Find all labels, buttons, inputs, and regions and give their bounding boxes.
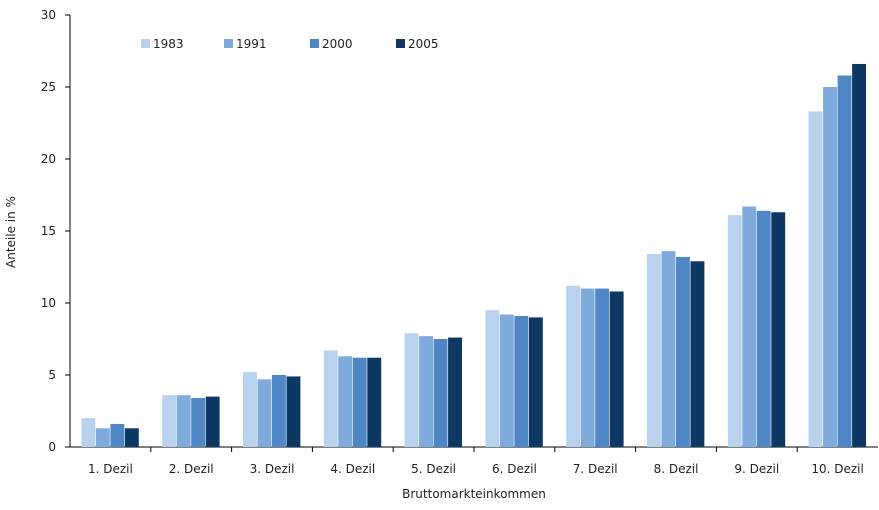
- bar-2000-8: [676, 256, 690, 447]
- legend-swatch-1983: [141, 39, 150, 48]
- bar-2000-2: [191, 398, 206, 447]
- y-tick-label: 15: [41, 224, 56, 238]
- bar-2000-3: [272, 375, 286, 447]
- x-tick-label: 4. Dezil: [330, 462, 375, 476]
- bar-2000-7: [595, 288, 610, 447]
- bar-1983-7: [566, 285, 581, 447]
- bar-1991-2: [176, 395, 191, 447]
- bar-2005-2: [205, 396, 220, 447]
- x-tick-label: 2. Dezil: [169, 462, 214, 476]
- bar-2000-5: [433, 339, 448, 447]
- legend: 1983 1991 2000 2005: [141, 37, 439, 51]
- bar-2005-5: [448, 337, 462, 447]
- bar-1983-8: [647, 254, 661, 447]
- bar-1983-9: [727, 215, 742, 447]
- legend-swatch-2000: [310, 39, 319, 48]
- bar-marks: [81, 63, 866, 448]
- bar-1991-7: [580, 288, 595, 447]
- y-axis-title: Anteile in %: [4, 196, 18, 268]
- legend-label-2000: 2000: [322, 37, 353, 51]
- legend-swatch-2005: [396, 39, 405, 48]
- bar-2005-6: [528, 317, 543, 447]
- x-tick-label: 3. Dezil: [250, 462, 295, 476]
- y-tick-label: 20: [41, 152, 56, 166]
- x-axis-title: Bruttomarkteinkommen: [402, 487, 546, 501]
- bar-1991-8: [661, 251, 676, 447]
- bar-1983-6: [485, 310, 500, 447]
- y-tick-label: 10: [41, 296, 56, 310]
- x-tick-label: 7. Dezil: [573, 462, 618, 476]
- bar-2005-10: [852, 63, 866, 448]
- y-tick-label: 30: [41, 8, 56, 22]
- bar-1991-1: [95, 428, 110, 447]
- bar-1983-4: [323, 350, 338, 447]
- y-axis-ticks: 0 5 10 15 20 25 30: [41, 8, 70, 454]
- bar-2000-9: [756, 210, 771, 447]
- x-tick-label: 5. Dezil: [411, 462, 456, 476]
- bar-2000-6: [514, 315, 529, 447]
- bar-1991-6: [499, 314, 514, 447]
- bar-2005-7: [609, 291, 624, 447]
- x-tick-label: 10. Dezil: [811, 462, 864, 476]
- legend-swatch-1991: [224, 39, 233, 48]
- bar-2000-1: [110, 423, 125, 447]
- x-tick-label: 8. Dezil: [654, 462, 699, 476]
- bar-1991-10: [823, 87, 837, 447]
- x-tick-label: 9. Dezil: [734, 462, 779, 476]
- plot-area: 0 5 10 15 20 25 30 1. Dezil 2. Dezil 3. Dezil 4. …: [41, 8, 878, 476]
- y-tick-label: 5: [48, 368, 56, 382]
- bar-1983-3: [243, 372, 257, 447]
- y-tick-label: 25: [41, 80, 56, 94]
- x-tick-label: 6. Dezil: [492, 462, 537, 476]
- bar-2005-8: [690, 261, 705, 447]
- legend-label-1983: 1983: [153, 37, 184, 51]
- bar-1991-5: [419, 336, 433, 447]
- bar-2005-4: [367, 357, 382, 447]
- legend-label-2005: 2005: [408, 37, 439, 51]
- bar-2005-9: [771, 212, 786, 447]
- bar-1991-9: [742, 206, 757, 447]
- bar-1991-3: [257, 379, 272, 447]
- y-tick-label: 0: [48, 440, 56, 454]
- bar-2000-4: [352, 357, 367, 447]
- bar-1983-1: [81, 418, 96, 447]
- bar-1983-10: [808, 111, 823, 447]
- x-axis-ticks: 1. Dezil 2. Dezil 3. Dezil 4. Dezil 5. Dezil…: [88, 447, 864, 476]
- legend-label-1991: 1991: [236, 37, 267, 51]
- bar-1983-2: [162, 395, 177, 447]
- bar-1983-5: [404, 333, 419, 447]
- bar-1991-4: [338, 356, 353, 447]
- bar-2000-10: [837, 75, 852, 447]
- x-tick-label: 1. Dezil: [88, 462, 133, 476]
- bar-2005-1: [124, 428, 139, 447]
- bar-2005-3: [286, 376, 301, 447]
